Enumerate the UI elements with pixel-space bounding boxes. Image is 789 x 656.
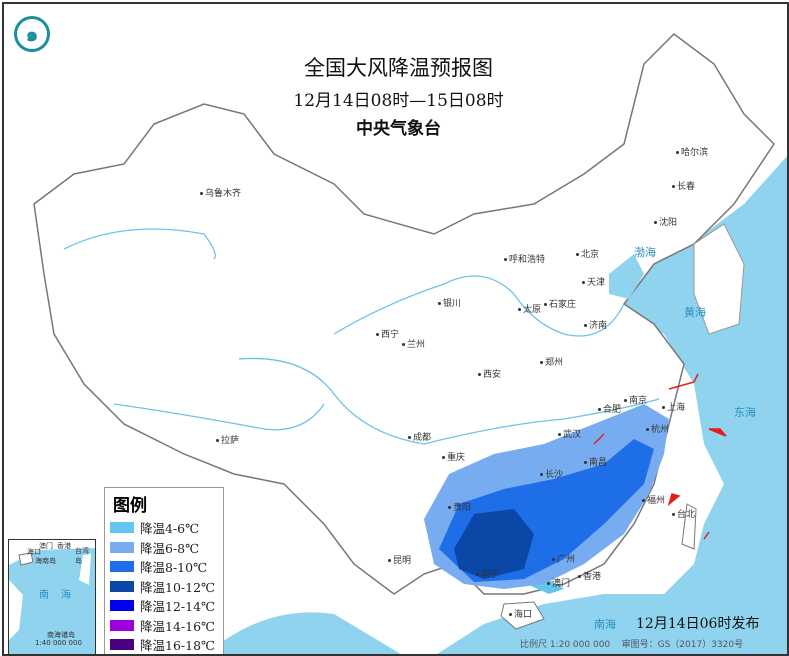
inset-label: 海口 (27, 548, 41, 556)
inset-label: 南海诸岛 (47, 631, 75, 639)
legend-item: 降温12-14℃ (110, 596, 223, 616)
city-label: 长春 (672, 179, 695, 192)
bohai (609, 254, 644, 299)
city-label: 哈尔滨 (676, 145, 708, 158)
city-label: 西安 (478, 367, 501, 380)
legend-title: 图例 (113, 496, 147, 516)
city-label: 拉萨 (216, 433, 239, 446)
legend-item: 降温16-18℃ (110, 635, 223, 654)
sea-label: 黄海 (684, 306, 706, 319)
map-approval-number: 审图号：GS（2017）3320号 (621, 640, 744, 650)
inset-label: 台湾岛 (75, 547, 89, 565)
legend-label: 降温6-8℃ (140, 540, 200, 556)
city-label: 福州 (642, 493, 665, 506)
city-label: 杭州 (646, 422, 669, 435)
city-label: 长沙 (540, 467, 563, 480)
city-label: 兰州 (402, 337, 425, 350)
legend-swatch (110, 600, 134, 612)
city-label: 太原 (518, 302, 541, 315)
legend-swatch (110, 639, 134, 651)
city-label: 西宁 (376, 327, 399, 340)
city-label: 贵阳 (448, 500, 471, 513)
city-label: 广州 (552, 552, 575, 565)
rivers (63, 228, 660, 445)
wind-barbs (593, 373, 727, 540)
legend-label: 降温16-18℃ (140, 638, 216, 654)
scale-text: 比例尺 1:20 000 000 (520, 640, 611, 650)
city-label: 沈阳 (654, 215, 677, 228)
legend-label: 降温14-16℃ (140, 618, 216, 634)
forecast-period: 12月14日08时—15日08时 (293, 91, 504, 111)
city-label: 南京 (624, 393, 647, 406)
city-label: 合肥 (598, 402, 621, 415)
city-label: 石家庄 (544, 297, 576, 310)
inset-label: 澳门 (39, 542, 53, 550)
city-label: 武汉 (558, 427, 581, 440)
city-label: 银川 (438, 296, 461, 309)
city-label: 呼和浩特 (504, 252, 545, 265)
map-footer: 比例尺 1:20 000 000 审图号：GS（2017）3320号 (520, 637, 743, 650)
inset-label: 海南岛 (35, 557, 56, 565)
legend-item: 降温4-6℃ (110, 518, 223, 538)
city-label: 昆明 (388, 553, 411, 566)
korea (693, 223, 745, 335)
legend-label: 降温8-10℃ (140, 560, 208, 576)
city-label: 海口 (509, 607, 532, 620)
issuer: 中央气象台 (356, 119, 441, 139)
city-label: 香港 (578, 569, 601, 582)
legend-swatch (110, 541, 134, 553)
legend-swatch (110, 580, 134, 592)
city-label: 北京 (576, 247, 599, 260)
cma-logo-icon: ๑ (14, 16, 50, 52)
legend-item: 降温10-12℃ (110, 577, 223, 597)
sea-bottom-left (206, 612, 401, 654)
cooling-10-12 (454, 509, 534, 579)
city-label: 成都 (408, 430, 431, 443)
inset-label: 南 (39, 590, 49, 601)
map-title: 全国大风降温预报图 (304, 56, 493, 80)
sea-label: 渤海 (634, 246, 656, 259)
inset-label: 海 (61, 590, 71, 601)
legend-swatch (110, 522, 134, 534)
city-label: 乌鲁木齐 (200, 186, 241, 199)
city-label: 郑州 (540, 355, 563, 368)
city-label: 天津 (582, 275, 605, 288)
city-label: 上海 (662, 400, 685, 413)
inset-label: 1:40 000 000 (35, 639, 82, 647)
legend-item: 降温6-8℃ (110, 538, 223, 558)
city-label: 重庆 (442, 450, 465, 463)
legend: 图例 降温4-6℃ 降温6-8℃ 降温8-10℃ 降温10-12℃ 降温12-14℃ 降温… (104, 487, 224, 654)
legend-item: 降温14-16℃ (110, 616, 223, 636)
legend-label: 降温4-6℃ (140, 521, 200, 537)
legend-swatch (110, 561, 134, 573)
issued-time: 12月14日06时发布 (636, 616, 760, 632)
city-label: 台北 (672, 507, 695, 520)
city-label: 南昌 (584, 455, 607, 468)
sea-label: 东海 (734, 406, 756, 419)
city-label: 南宁 (476, 567, 499, 580)
sea-label: 南海 (594, 618, 616, 631)
legend-label: 降温10-12℃ (140, 579, 216, 595)
south-china-sea-inset: 澳门 香港 海口 海南岛 台湾岛 南 海 南海诸岛 1:40 000 000 (8, 539, 96, 654)
inset-label: 香港 (57, 542, 71, 550)
city-label: 澳门 (547, 576, 570, 589)
legend-item: 降温8-10℃ (110, 557, 223, 577)
legend-swatch (110, 619, 134, 631)
legend-label: 降温12-14℃ (140, 599, 216, 615)
city-label: 济南 (584, 318, 607, 331)
